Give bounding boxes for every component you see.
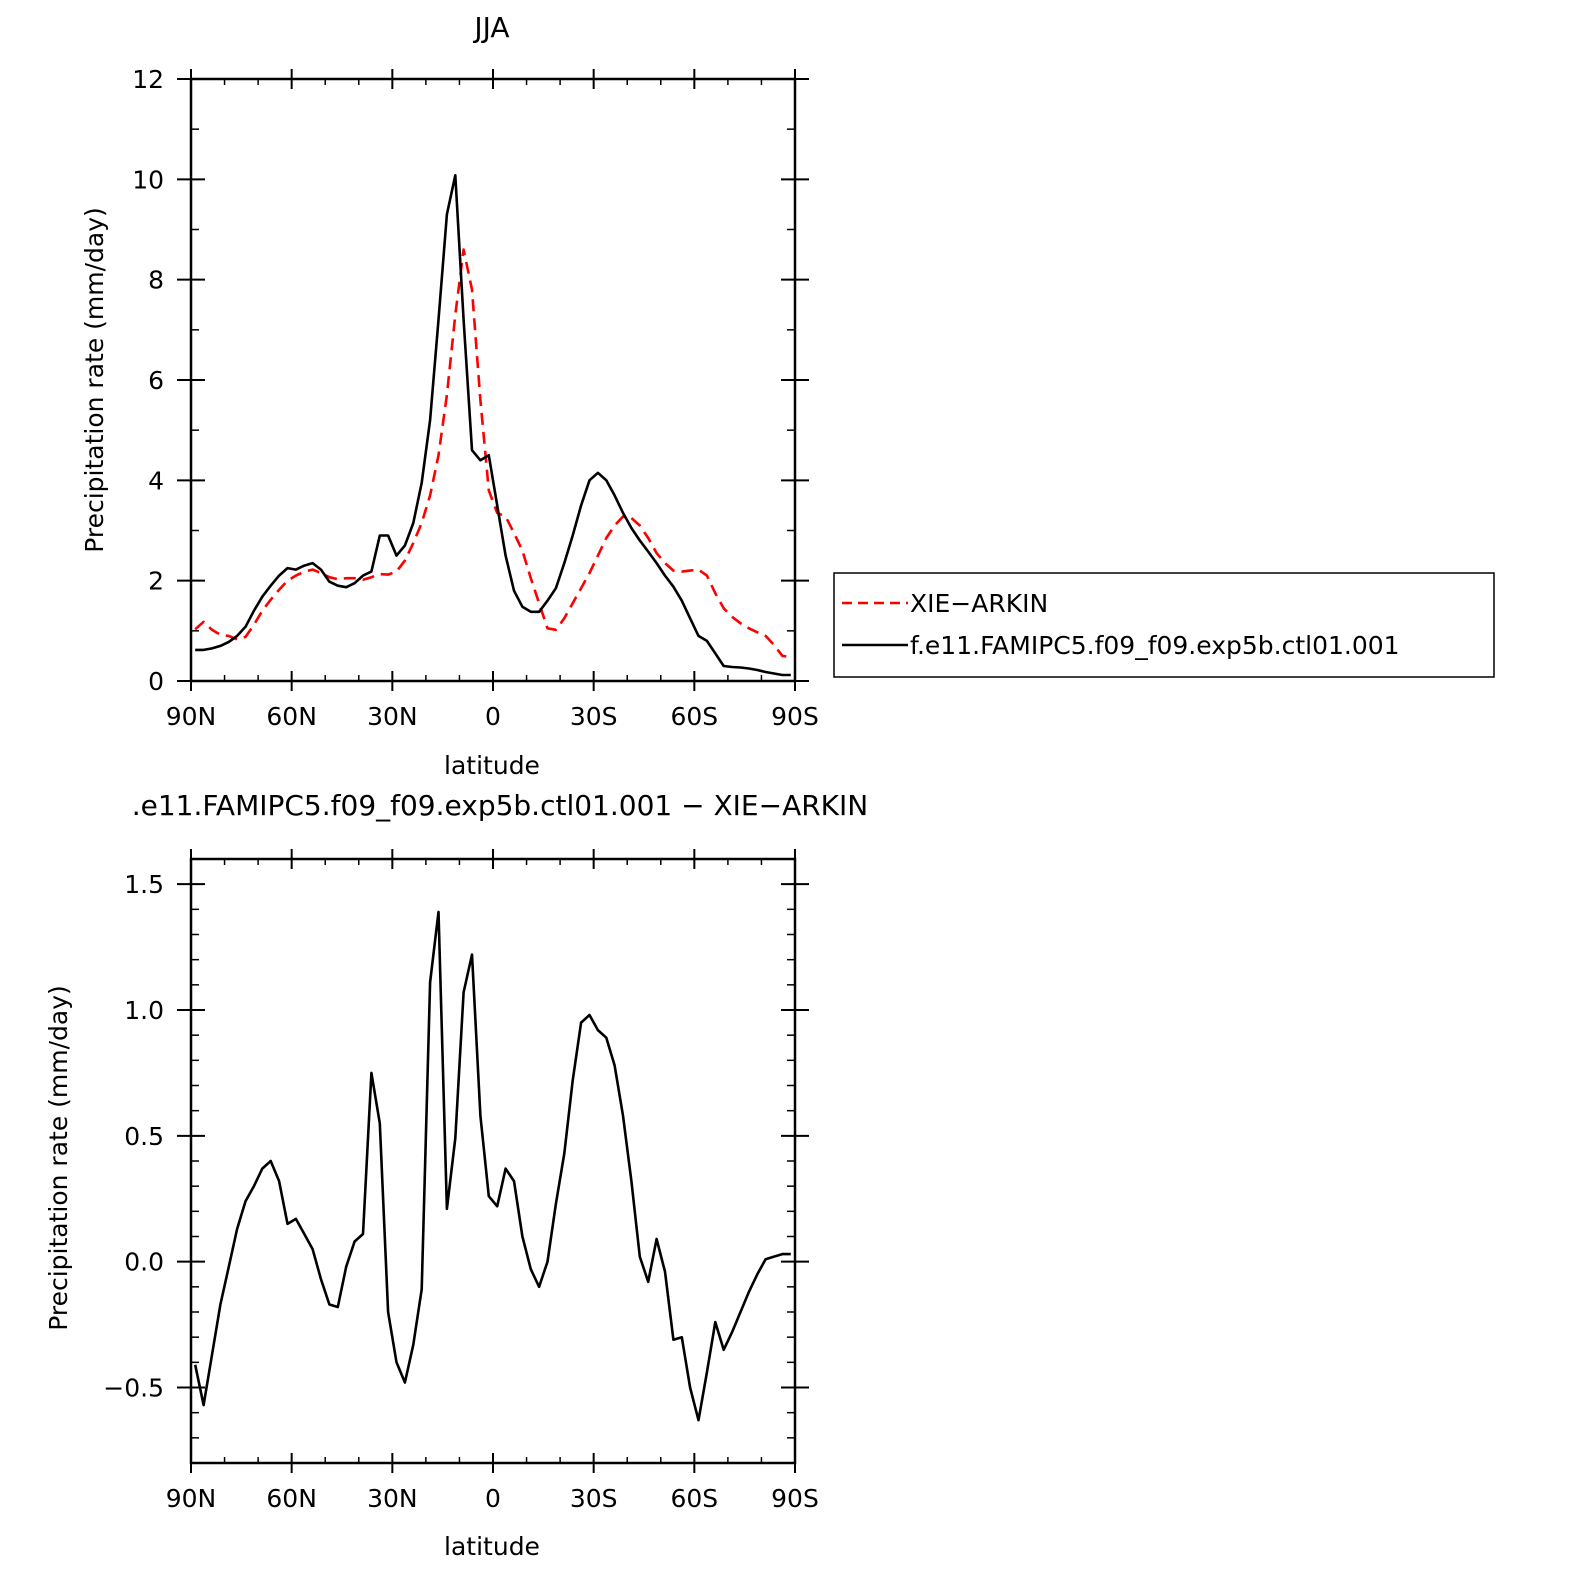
top-chart-y-tick-labels: 0 2 4 6 8 10 12 (132, 65, 164, 696)
legend-box (833, 572, 1495, 678)
bottom-chart-title: .e11.FAMIPC5.f09_f09.exp5b.ctl01.001 − X… (132, 789, 869, 822)
bottom-chart-x-axis-label: latitude (444, 1532, 540, 1561)
top-x-tick-label-30s: 30S (570, 702, 618, 731)
top-y-tick-label-8: 8 (148, 266, 164, 295)
bottom-x-tick-label-0: 0 (485, 1484, 501, 1513)
bottom-chart-y-tick-labels: −0.5 0.0 0.5 1.0 1.5 (103, 870, 164, 1402)
legend-label-model: f.e11.FAMIPC5.f09_f09.exp5b.ctl01.001 (910, 631, 1400, 660)
bottom-y-tick-label-0-5: −0.5 (103, 1374, 164, 1403)
bottom-series-line-difference (193, 910, 791, 1422)
top-x-tick-label-60n: 60N (266, 702, 317, 731)
bottom-x-tick-label-60s: 60S (670, 1484, 718, 1513)
top-y-tick-label-10: 10 (132, 165, 164, 194)
bottom-chart-series (193, 910, 791, 1422)
top-chart-y-axis-label: Precipitation rate (mm/day) (80, 207, 109, 553)
top-y-tick-label-6: 6 (148, 366, 164, 395)
top-y-tick-label-4: 4 (148, 466, 164, 495)
legend-label-xie-arkin: XIE−ARKIN (910, 589, 1048, 618)
bottom-y-tick-label-0-5: 0.5 (124, 1122, 164, 1151)
top-chart-panel: JJA 90N 60N 30N 0 30S 60S 90S 0 2 4 6 8 10 12 latitu… (80, 11, 819, 780)
top-chart-x-axis-label: latitude (444, 751, 540, 780)
top-x-tick-label-60s: 60S (670, 702, 718, 731)
bottom-chart-plot-frame (189, 857, 797, 1465)
top-y-tick-label-0: 0 (148, 667, 164, 696)
bottom-chart-y-axis-label: Precipitation rate (mm/day) (44, 985, 73, 1331)
bottom-x-tick-label-60n: 60N (266, 1484, 317, 1513)
top-x-tick-label-0: 0 (485, 702, 501, 731)
top-chart-title: JJA (472, 11, 509, 44)
legend: XIE−ARKIN f.e11.FAMIPC5.f09_f09.exp5b.ct… (833, 572, 1495, 678)
bottom-y-tick-label-1-0: 1.0 (124, 996, 164, 1025)
bottom-x-tick-label-90n: 90N (166, 1484, 217, 1513)
top-x-tick-label-30n: 30N (367, 702, 418, 731)
top-series-line-f-e11-famipc5-f09-f09-exp5b-ctl01-001 (195, 174, 791, 677)
top-chart-series (194, 174, 791, 677)
bottom-x-tick-label-90s: 90S (771, 1484, 819, 1513)
bottom-y-tick-label-0-0: 0.0 (124, 1248, 164, 1277)
top-y-tick-label-12: 12 (132, 65, 164, 94)
top-x-tick-label-90s: 90S (771, 702, 819, 731)
bottom-y-tick-label-1-5: 1.5 (124, 870, 164, 899)
bottom-x-tick-label-30s: 30S (570, 1484, 618, 1513)
bottom-chart-panel: .e11.FAMIPC5.f09_f09.exp5b.ctl01.001 − X… (44, 789, 868, 1561)
top-x-tick-label-90n: 90N (166, 702, 217, 731)
top-chart-plot-frame (189, 77, 797, 683)
top-chart-x-tick-labels: 90N 60N 30N 0 30S 60S 90S (166, 702, 819, 731)
bottom-chart-x-tick-labels: 90N 60N 30N 0 30S 60S 90S (166, 1484, 819, 1513)
top-y-tick-label-2: 2 (148, 567, 164, 596)
bottom-x-tick-label-30n: 30N (367, 1484, 418, 1513)
top-series-line-xie-arkin (194, 248, 791, 659)
